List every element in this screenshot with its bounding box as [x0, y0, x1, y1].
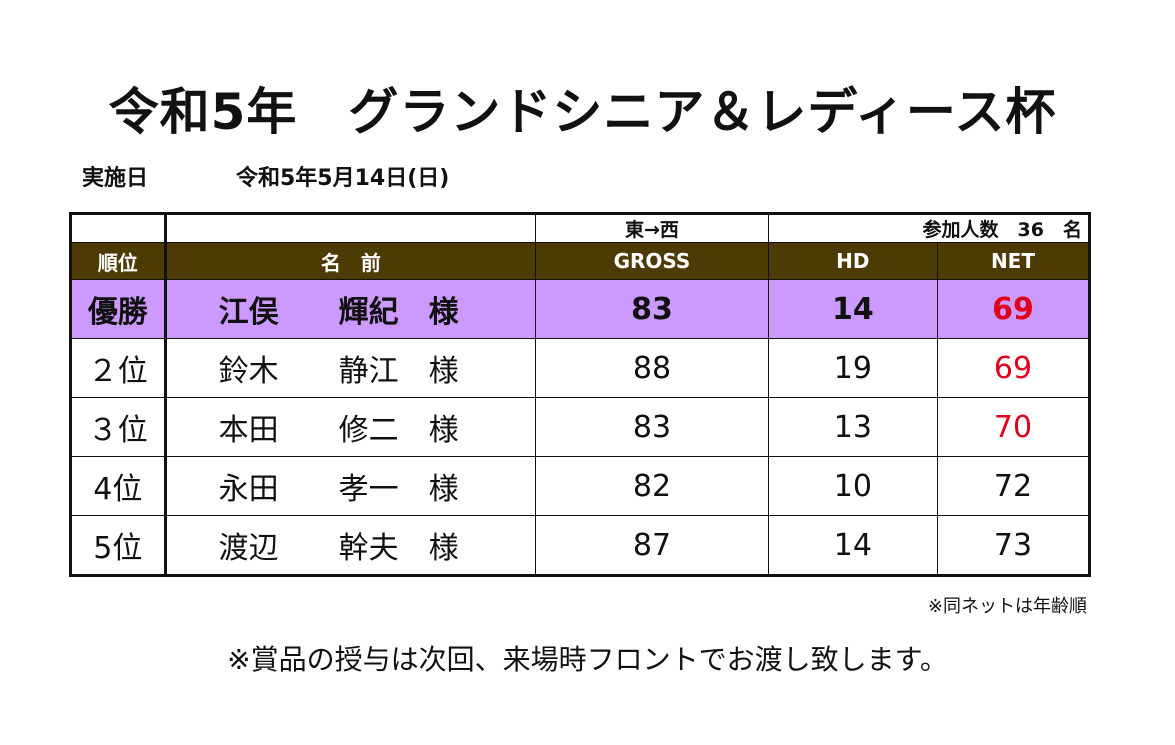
name-cell: 鈴木 静江 様 [164, 338, 537, 398]
rank-cell: ３位 [70, 397, 167, 457]
rank-cell: 4位 [70, 456, 167, 516]
gross-cell: 82 [535, 456, 769, 516]
gross-cell: 83 [535, 397, 769, 457]
header-gross: GROSS [535, 242, 769, 280]
net-cell: 69 [936, 279, 1091, 339]
net-cell: 69 [936, 338, 1091, 398]
table-row: 4位 永田 孝一 様 82 10 72 [70, 456, 1091, 516]
event-date-label: 実施日 [82, 166, 149, 191]
net-cell: 72 [936, 456, 1091, 516]
table-row: ３位 本田 修二 様 83 13 70 [70, 397, 1091, 457]
rank-cell: ２位 [70, 338, 167, 398]
hd-cell: 13 [767, 397, 938, 457]
info-row: 東→西 参加人数 36 名 [70, 213, 1091, 243]
prize-note: ※賞品の授与は次回、来場時フロントでお渡し致します。 [227, 643, 948, 676]
info-cell-empty [164, 213, 537, 243]
gross-cell: 83 [535, 279, 769, 339]
page-title: 令和5年 グランドシニア＆レディース杯 [108, 83, 1057, 141]
course-direction: 東→西 [535, 213, 769, 243]
name-cell: 渡辺 幹夫 様 [164, 515, 537, 576]
net-cell: 70 [936, 397, 1091, 457]
table-header-row: 順位 名 前 GROSS HD NET [70, 242, 1091, 280]
event-date-value: 令和5年5月14日(日) [236, 166, 450, 191]
table-row: 5位 渡辺 幹夫 様 87 14 73 [70, 515, 1091, 576]
table-row: ２位 鈴木 静江 様 88 19 69 [70, 338, 1091, 398]
rank-cell: 5位 [70, 515, 167, 576]
header-net: NET [936, 242, 1091, 280]
name-cell: 本田 修二 様 [164, 397, 537, 457]
results-table: 東→西 参加人数 36 名 順位 名 前 GROSS HD NET 優勝 江俣 輝… [69, 212, 1091, 577]
gross-cell: 88 [535, 338, 769, 398]
hd-cell: 10 [767, 456, 938, 516]
table-row: 優勝 江俣 輝紀 様 83 14 69 [70, 279, 1091, 339]
participant-count: 参加人数 36 名 [767, 213, 1091, 243]
name-cell: 江俣 輝紀 様 [164, 279, 537, 339]
hd-cell: 14 [767, 279, 938, 339]
net-cell: 73 [936, 515, 1091, 576]
rank-cell: 優勝 [70, 279, 167, 339]
hd-cell: 19 [767, 338, 938, 398]
header-hd: HD [767, 242, 938, 280]
info-cell-empty [70, 213, 167, 243]
tie-rule-note: ※同ネットは年齢順 [927, 596, 1087, 617]
name-cell: 永田 孝一 様 [164, 456, 537, 516]
header-name: 名 前 [164, 242, 537, 280]
gross-cell: 87 [535, 515, 769, 576]
hd-cell: 14 [767, 515, 938, 576]
header-rank: 順位 [70, 242, 167, 280]
